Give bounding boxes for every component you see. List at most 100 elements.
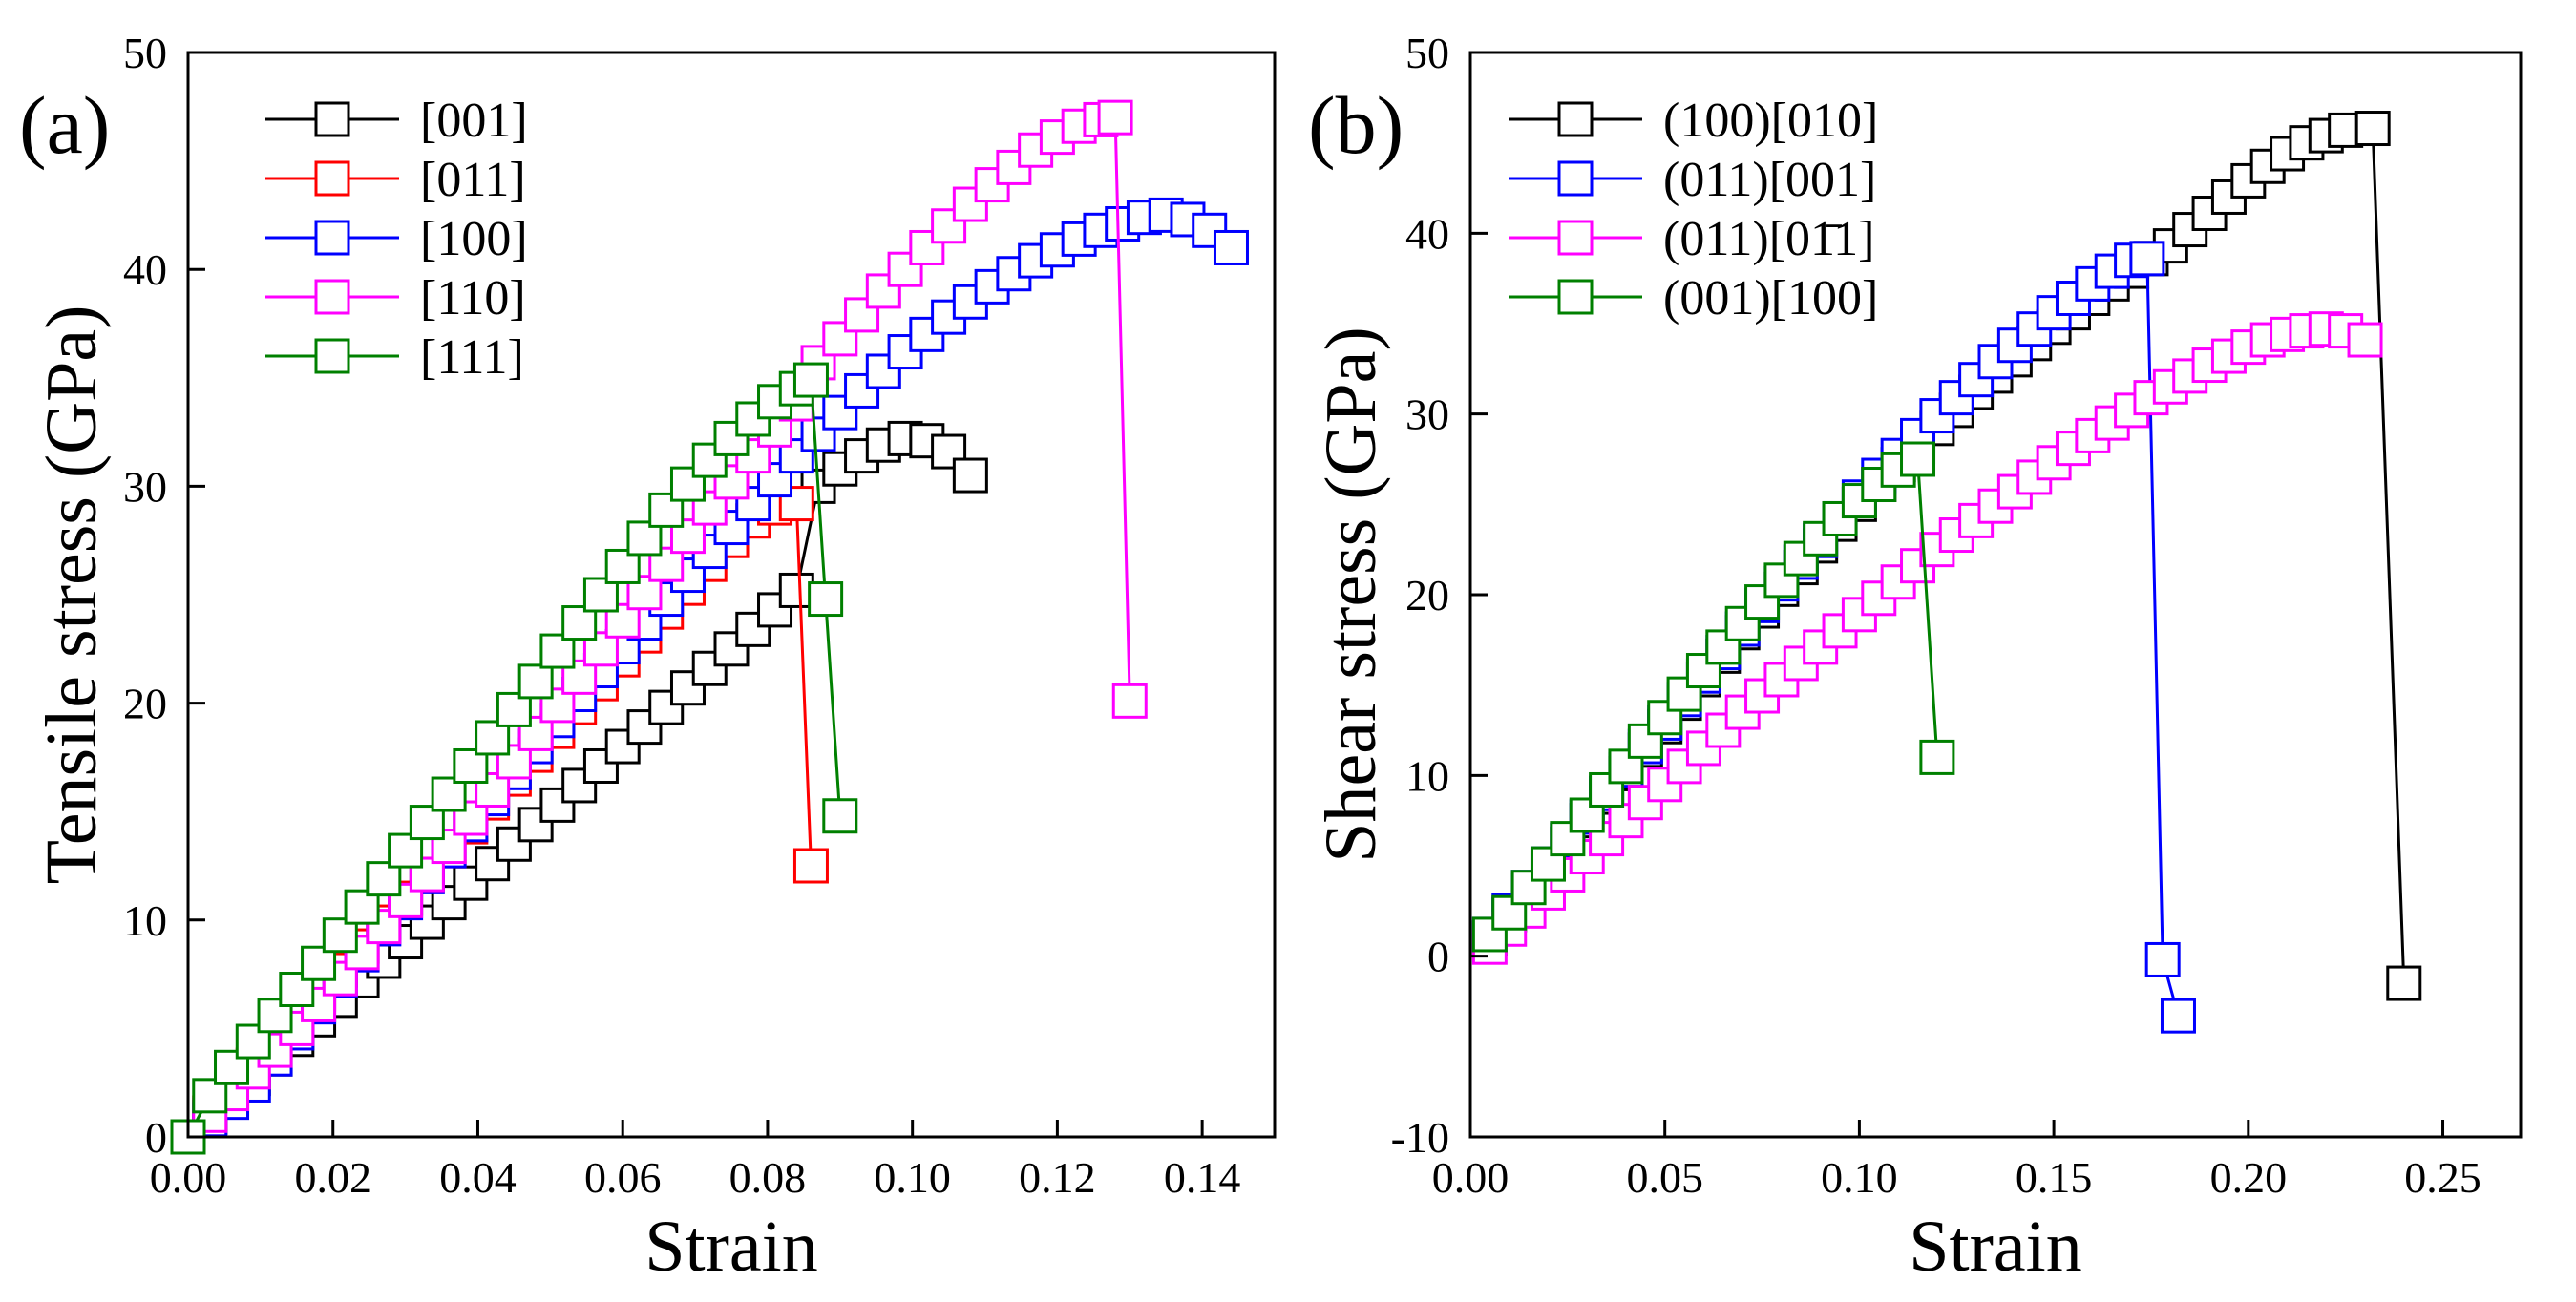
- panel-b-x-tick-label: 0.25: [2404, 1153, 2481, 1202]
- panel-a-label: (a): [19, 79, 110, 171]
- panel-a-data-point: [431, 885, 467, 921]
- panel-a-x-tick-label: 0.00: [150, 1153, 227, 1202]
- legend-label: (001)[100]: [1663, 271, 1878, 326]
- panel-a-data-point: [1213, 229, 1249, 265]
- panel-b-x-tick-label: 0.05: [1626, 1153, 1703, 1202]
- legend-marker: [1557, 160, 1594, 197]
- panel-b-y-tick-label: 30: [1405, 390, 1449, 439]
- panel-a-data-point: [952, 457, 988, 494]
- legend-marker: [314, 101, 350, 137]
- panel-b-data-point: [2386, 965, 2422, 1001]
- panel-a-data-point: [808, 581, 844, 618]
- panel-a-data-point: [322, 917, 358, 954]
- panel-a-legend-entry: [111]: [265, 330, 524, 385]
- panel-b-legend: (100)[010](011)[001](011)[01̄1](001)[100…: [1509, 94, 1878, 326]
- panel-a-y-tick-label: 50: [123, 29, 167, 77]
- panel-a-data-point: [279, 972, 315, 1008]
- panel-a-data-point: [713, 631, 750, 667]
- legend-marker: [314, 220, 350, 256]
- legend-label: [001]: [420, 94, 528, 148]
- panel-b-data-point: [2160, 998, 2196, 1034]
- legend-marker: [1557, 220, 1594, 256]
- panel-b-data-point: [1685, 653, 1721, 689]
- panel-b-y-tick-label: 50: [1405, 29, 1449, 77]
- legend-label: (011)[001]: [1663, 153, 1876, 207]
- panel-a-data-point: [792, 362, 829, 398]
- panel-a-data-point: [431, 776, 467, 812]
- panel-a-plot-frame: [186, 51, 1277, 1139]
- panel-a-y-tick-label: 0: [145, 1113, 167, 1162]
- panel-a-data-point: [582, 577, 619, 613]
- panel-a-x-tick-label: 0.06: [584, 1153, 662, 1202]
- panel-a-chart: 0.00 0.02 0.04 0.06 0.08 0.10 0.12 0.14 0 10 20 30 4…: [19, 29, 1277, 1287]
- panel-b-x-tick-label: 0.10: [1821, 1153, 1898, 1202]
- panel-a-x-tick-label: 0.14: [1164, 1153, 1241, 1202]
- panel-b-data-point: [1919, 739, 1955, 775]
- panel-b-legend-entry: (011)[01̄1]: [1509, 212, 1874, 266]
- panel-a-data-point: [1111, 682, 1148, 719]
- panel-a-x-tick-label: 0.12: [1019, 1153, 1096, 1202]
- panel-a-data-point: [822, 798, 858, 834]
- panel-b-series-3: [1471, 441, 1955, 953]
- panel-b-legend-entry: (001)[100]: [1509, 271, 1878, 326]
- panel-a-data-point: [669, 466, 706, 502]
- panel-a-data-point: [517, 663, 554, 700]
- panel-a-legend: [001][011][100][110][111]: [265, 94, 528, 385]
- panel-a-data-point: [757, 462, 793, 498]
- legend-label: [110]: [420, 271, 526, 326]
- legend-label: (011)[01̄1]: [1663, 212, 1874, 266]
- panel-b-chart: 0.00 0.05 0.10 0.15 0.20 0.25 -10 0 10 20 30 40 50 (…: [1308, 29, 2523, 1287]
- panel-b-data-point: [2144, 941, 2181, 977]
- panel-b-data-point: [2347, 322, 2383, 358]
- panel-b-data-point: [1900, 441, 1936, 477]
- panel-b-y-tick-label: -10: [1391, 1113, 1449, 1162]
- panel-b-data-point: [1958, 362, 1995, 398]
- panel-b-label: (b): [1308, 79, 1404, 171]
- panel-a-legend-entry: [100]: [265, 212, 528, 266]
- legend-marker: [314, 338, 350, 374]
- panel-b-y-tick-label: 40: [1405, 209, 1449, 258]
- panel-b-y-tick-label: 10: [1405, 751, 1449, 800]
- panel-b-y-tick-label: 20: [1405, 571, 1449, 620]
- panel-a-x-axis-title: Strain: [644, 1207, 818, 1287]
- panel-b-data-point: [1550, 821, 1586, 857]
- panel-a-data-point: [792, 848, 829, 884]
- panel-b-legend-entry: (011)[001]: [1509, 153, 1876, 207]
- legend-marker: [314, 279, 350, 315]
- panel-a-data-point: [931, 433, 967, 470]
- panel-a-y-tick-label: 10: [123, 896, 167, 945]
- panel-b-y-tick-label: 0: [1427, 933, 1449, 981]
- panel-a-legend-entry: [011]: [265, 153, 526, 207]
- panel-b-data-point: [2191, 347, 2228, 384]
- panel-a-data-point: [561, 605, 598, 641]
- legend-label: [100]: [420, 212, 528, 266]
- panel-a-data-point: [496, 691, 532, 727]
- legend-marker: [1557, 101, 1594, 137]
- legend-label: (100)[010]: [1663, 94, 1878, 148]
- panel-a-y-tick-label: 30: [123, 462, 167, 511]
- panel-a-data-point: [626, 709, 663, 746]
- panel-a-y-axis-title: Tensile stress (GPa): [32, 305, 112, 885]
- panel-a-data-point: [582, 747, 619, 784]
- panel-a-data-point: [475, 720, 511, 756]
- panel-b-plot-frame: [1468, 51, 2523, 1139]
- panel-b-x-tick-label: 0.20: [2210, 1153, 2288, 1202]
- panel-a-legend-entry: [110]: [265, 271, 526, 326]
- panel-a-data-point: [909, 229, 945, 265]
- panel-b-y-axis-title: Shear stress (GPa): [1311, 326, 1391, 862]
- legend-label: [011]: [420, 153, 526, 207]
- panel-a-y-tick-label: 40: [123, 245, 167, 294]
- panel-b-x-tick-label: 0.15: [2016, 1153, 2093, 1202]
- panel-b-x-tick-label: 0.00: [1432, 1153, 1510, 1202]
- legend-marker: [314, 160, 350, 197]
- panel-b-legend-entry: (100)[010]: [1509, 94, 1878, 148]
- panel-a-data-point: [409, 805, 445, 841]
- legend-label: [111]: [420, 330, 524, 385]
- legend-marker: [1557, 279, 1594, 315]
- panel-b-data-point: [2129, 241, 2165, 277]
- panel-a-x-tick-label: 0.04: [439, 1153, 517, 1202]
- panel-a-x-tick-label: 0.02: [294, 1153, 371, 1202]
- panel-a-data-point: [604, 548, 641, 584]
- panel-a-x-tick-label: 0.08: [729, 1153, 807, 1202]
